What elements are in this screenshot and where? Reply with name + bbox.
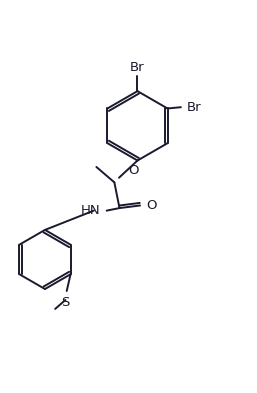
Text: O: O: [146, 199, 157, 212]
Text: Br: Br: [187, 101, 201, 114]
Text: Br: Br: [130, 61, 145, 74]
Text: O: O: [128, 163, 139, 177]
Text: HN: HN: [81, 204, 100, 217]
Text: S: S: [61, 296, 70, 309]
